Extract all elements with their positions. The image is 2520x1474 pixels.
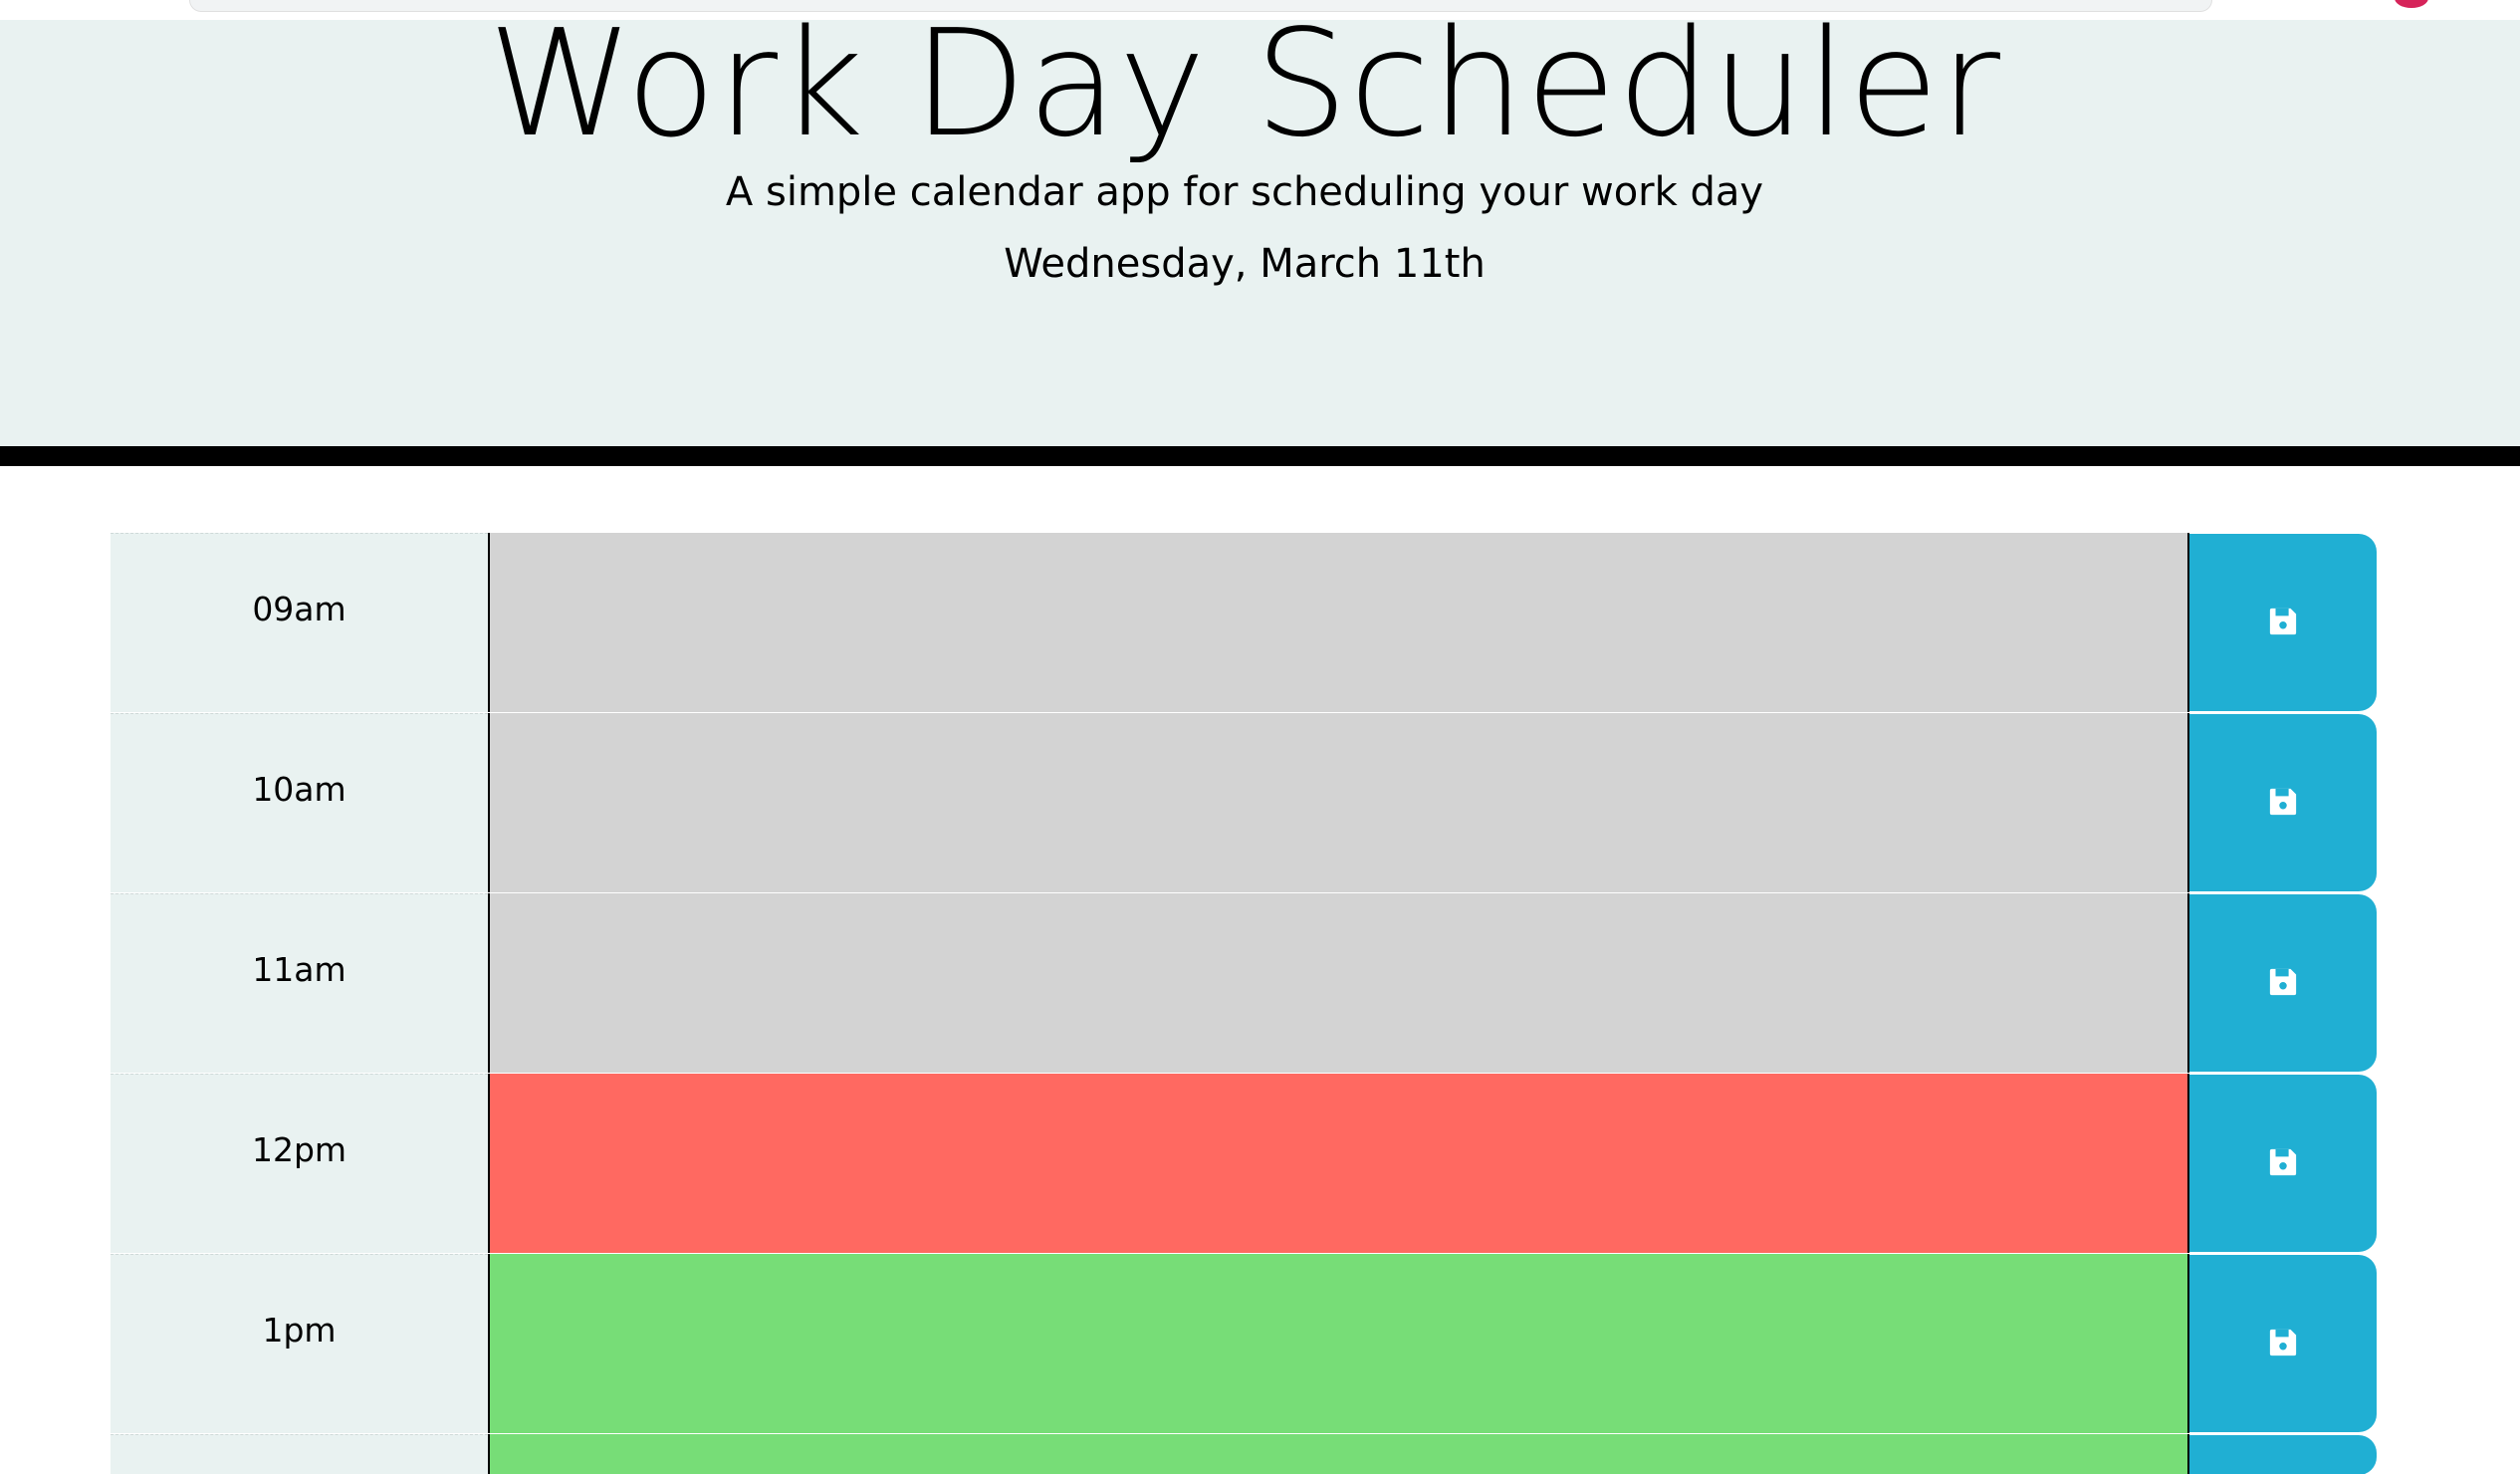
event-description-input[interactable] xyxy=(488,1074,2189,1253)
profile-avatar[interactable] xyxy=(2395,0,2428,8)
floppy-disk-icon xyxy=(2268,1328,2298,1360)
page-title: Work Day Scheduler xyxy=(487,0,2002,169)
event-description-input[interactable] xyxy=(488,1254,2189,1433)
event-description-input[interactable] xyxy=(488,533,2189,712)
browser-top-strip xyxy=(0,0,2520,21)
hour-label: 1pm xyxy=(111,1254,488,1433)
page-lead-text: A simple calendar app for scheduling you… xyxy=(725,169,1764,215)
floppy-disk-icon xyxy=(2268,1147,2298,1180)
current-day: Wednesday, March 11th xyxy=(1004,241,1486,287)
hour-label: 12pm xyxy=(111,1074,488,1253)
hour-label: 09am xyxy=(111,533,488,712)
header-divider xyxy=(0,446,2520,466)
floppy-disk-icon xyxy=(2268,967,2298,1000)
time-block-row: 1pm xyxy=(111,1253,2381,1433)
save-button[interactable] xyxy=(2189,1255,2377,1432)
event-description-input[interactable] xyxy=(488,713,2189,892)
time-block-row xyxy=(111,1433,2381,1474)
hour-label: 11am xyxy=(111,893,488,1073)
save-button[interactable] xyxy=(2189,1435,2377,1474)
event-description-input[interactable] xyxy=(488,1434,2189,1474)
event-description-input[interactable] xyxy=(488,893,2189,1073)
time-block-row: 09am xyxy=(111,532,2381,712)
timeblock-container: 09am 10am 11am 12pm xyxy=(111,532,2381,1474)
hour-label xyxy=(111,1434,488,1474)
save-button[interactable] xyxy=(2189,534,2377,711)
time-block-row: 12pm xyxy=(111,1073,2381,1253)
save-button[interactable] xyxy=(2189,714,2377,891)
time-block-row: 10am xyxy=(111,712,2381,892)
floppy-disk-icon xyxy=(2268,787,2298,820)
jumbotron-header: Work Day Scheduler A simple calendar app… xyxy=(0,0,2520,446)
hour-label: 10am xyxy=(111,713,488,892)
floppy-disk-icon xyxy=(2268,607,2298,639)
save-button[interactable] xyxy=(2189,1075,2377,1252)
time-block-row: 11am xyxy=(111,892,2381,1073)
save-button[interactable] xyxy=(2189,894,2377,1072)
